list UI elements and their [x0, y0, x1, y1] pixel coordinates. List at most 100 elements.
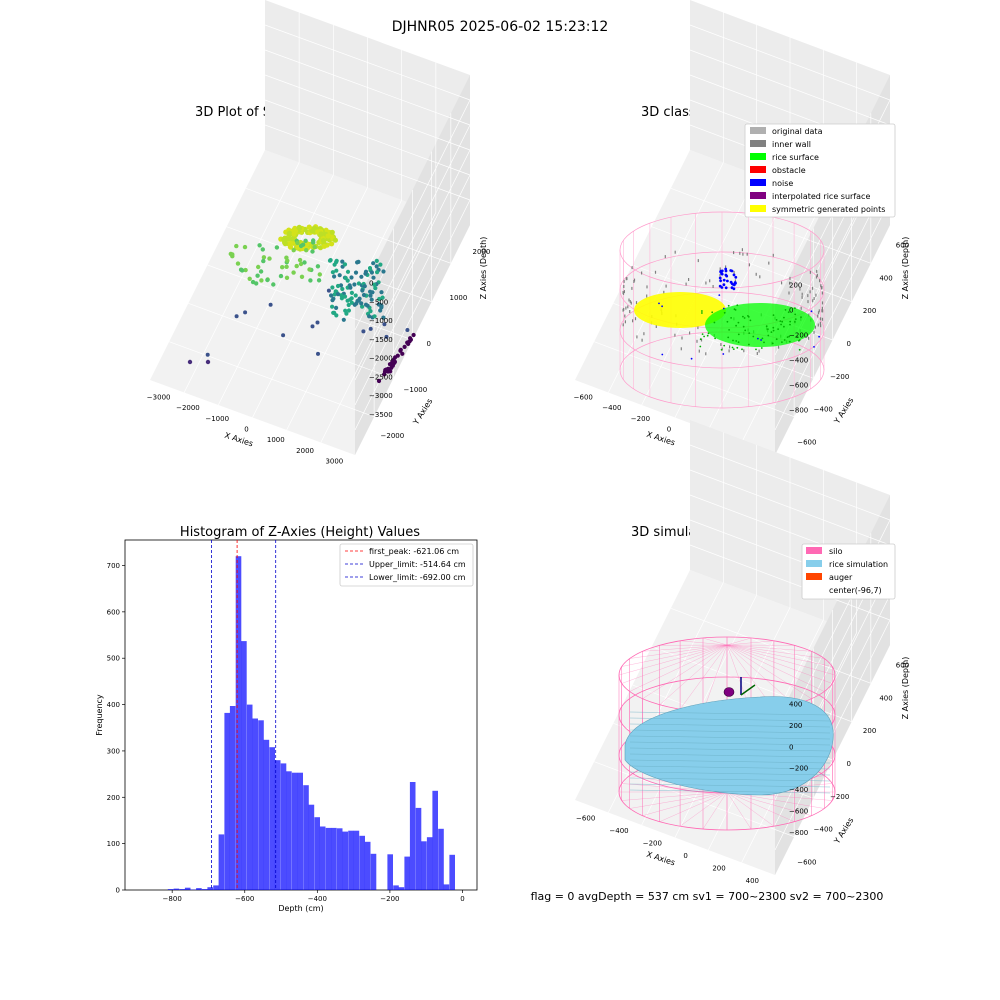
- y-tick-label: 500: [107, 655, 120, 663]
- wall-point: [816, 269, 818, 273]
- scatter-point: [330, 285, 335, 290]
- histogram-bar: [409, 782, 416, 890]
- scatter-point: [296, 224, 302, 230]
- legend-swatch: [750, 166, 766, 173]
- y-tick-label: 2000: [473, 248, 491, 256]
- scatter-point: [265, 277, 270, 283]
- histogram-bar: [319, 826, 326, 890]
- wall-point: [688, 278, 690, 281]
- legend-swatch: [750, 192, 766, 199]
- surface-point: [775, 338, 778, 341]
- histogram-bar: [173, 888, 180, 890]
- wall-point: [634, 317, 637, 321]
- scatter-point: [240, 268, 245, 273]
- scatter-point: [284, 275, 290, 280]
- histogram-bar: [196, 888, 202, 890]
- wall-point: [632, 319, 634, 323]
- scatter-point: [255, 273, 260, 278]
- scatter-point: [297, 257, 303, 263]
- legend-swatch: [806, 573, 822, 580]
- wall-point: [654, 270, 657, 274]
- silo-wire: [642, 791, 728, 816]
- surface-point: [788, 335, 791, 338]
- histogram-bar: [224, 712, 230, 890]
- surface-point: [780, 323, 782, 326]
- histogram-bar: [432, 790, 438, 890]
- scatter-point: [228, 251, 233, 257]
- scatter-point: [363, 302, 369, 307]
- noise-point: [661, 305, 663, 308]
- surface-point: [723, 311, 726, 314]
- rice-mesh: [629, 783, 831, 788]
- silo-wire: [642, 644, 728, 699]
- legend-frame: [744, 123, 896, 218]
- noise-point: [718, 276, 722, 280]
- scatter-point: [377, 296, 382, 302]
- surface-point: [748, 332, 751, 334]
- wall-point: [801, 292, 803, 296]
- scatter-point: [348, 285, 353, 290]
- noise-point: [730, 282, 734, 286]
- surface-point: [787, 311, 790, 314]
- classify-zlabel: Z Axies (Depth): [901, 237, 910, 300]
- z-tick-label: 200: [789, 282, 802, 290]
- scatter-point: [304, 248, 309, 253]
- surface-point: [732, 348, 735, 350]
- wall-point: [633, 280, 635, 283]
- noise-point: [810, 310, 813, 313]
- wall-point: [746, 252, 748, 256]
- surface-point: [737, 321, 740, 324]
- scatter-point: [310, 324, 315, 329]
- scatter-point: [299, 274, 305, 279]
- wall-point: [709, 279, 711, 283]
- wall-point: [663, 290, 665, 294]
- rice-mesh: [629, 711, 831, 716]
- surface-point: [707, 332, 710, 335]
- raw-zlabel: Z Axies (Depth): [479, 237, 488, 300]
- scatter-point: [335, 283, 341, 289]
- surface-point: [781, 320, 784, 323]
- scatter-point: [291, 270, 296, 275]
- silo-wire: [642, 644, 728, 652]
- surface-point: [755, 348, 757, 351]
- wall-point: [759, 275, 761, 279]
- x-tick-label: −200: [631, 415, 650, 423]
- scatter-point: [352, 282, 357, 287]
- scatter-point: [205, 359, 211, 365]
- wall-point: [789, 276, 791, 280]
- histogram-bar: [348, 830, 354, 890]
- z-tick-label: −400: [789, 786, 808, 794]
- x-tick-label: −3000: [147, 393, 171, 401]
- scatter-point: [368, 289, 373, 294]
- surface-point: [770, 331, 773, 333]
- grid-line: [245, 188, 451, 264]
- legend-swatch: [750, 153, 766, 160]
- x-tick-label: 400: [746, 877, 759, 885]
- surface-point: [744, 329, 747, 332]
- scatter-point: [271, 282, 276, 287]
- surface-point: [711, 311, 714, 314]
- classify-ylabel: Y Axies: [832, 396, 856, 426]
- silo-wire: [726, 644, 833, 684]
- scatter-point: [315, 264, 321, 269]
- wall-point: [733, 251, 735, 255]
- scatter-point: [392, 359, 397, 364]
- wall-point: [700, 338, 703, 342]
- wall-point: [624, 314, 626, 318]
- surface-point: [699, 345, 702, 348]
- scatter-point: [377, 302, 382, 307]
- scatter-point: [382, 369, 388, 374]
- wall-point: [821, 301, 824, 305]
- wall-point: [822, 309, 824, 313]
- histogram-bar: [179, 889, 185, 890]
- histogram-bar: [167, 889, 174, 890]
- surface-point: [794, 318, 797, 320]
- surface-point: [784, 309, 787, 311]
- silo-wire: [629, 644, 728, 659]
- y-tick-label: −1000: [404, 386, 428, 394]
- wall-point: [799, 287, 801, 291]
- histogram-bar: [235, 556, 242, 890]
- silo-wire: [726, 637, 752, 646]
- wall-point: [820, 324, 822, 328]
- rice-surface: [624, 696, 834, 796]
